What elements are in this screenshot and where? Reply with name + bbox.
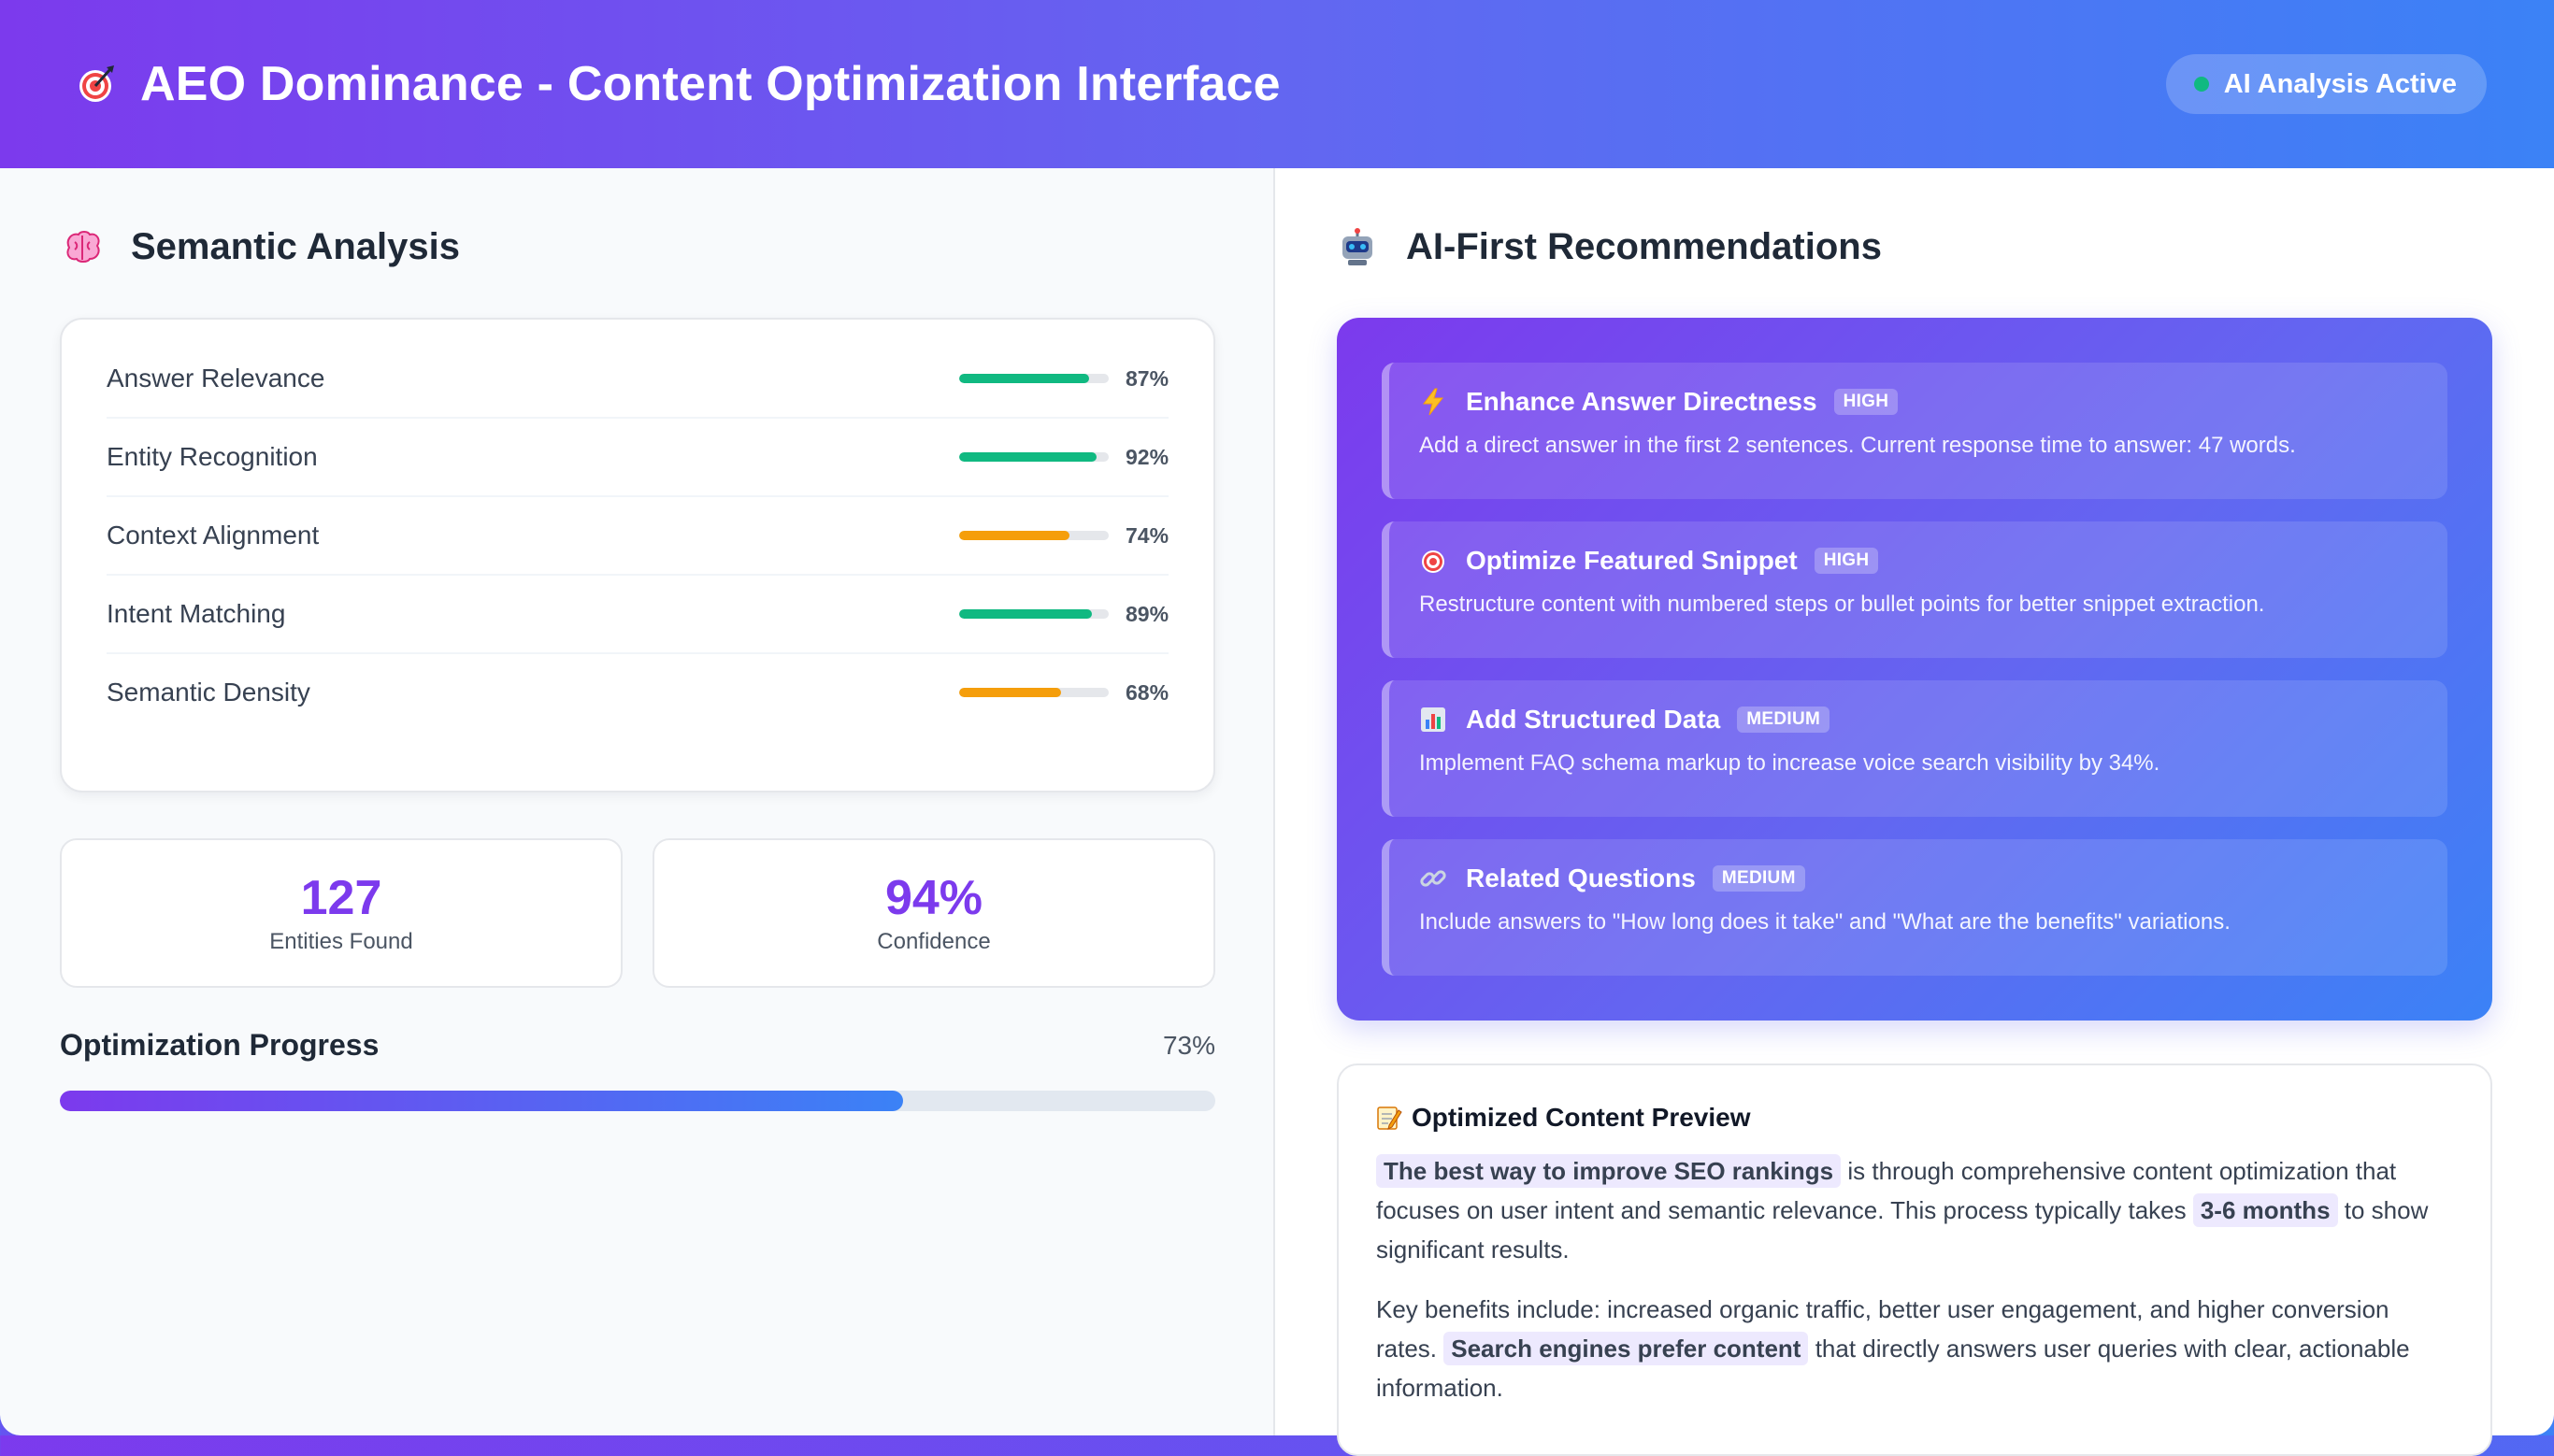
recommendations-title: AI-First Recommendations [1406, 226, 1882, 267]
progress-title: Optimization Progress [60, 1028, 380, 1062]
status-badge: AI Analysis Active [2165, 54, 2487, 114]
link-icon [1419, 864, 1447, 892]
preview-text: that directly answers user queries with … [1376, 1335, 2410, 1402]
stat-label: Entities Found [269, 929, 413, 954]
recommendation-title: Related Questions [1466, 864, 1696, 892]
brain-icon [62, 227, 103, 268]
memo-icon [1376, 1105, 1402, 1131]
metric-bar [959, 452, 1109, 462]
metric-label: Entity Recognition [107, 442, 318, 471]
semantic-analysis-panel: Semantic Analysis Answer Relevance 87% Ent… [0, 168, 1275, 1435]
metric-label: Intent Matching [107, 599, 286, 628]
metric-value: 89% [1126, 601, 1169, 626]
metric-bar-fill [959, 531, 1070, 540]
header-bar: AEO Dominance - Content Optimization Int… [0, 0, 2554, 168]
priority-badge: MEDIUM [1712, 865, 1805, 892]
recommendation-card[interactable]: Optimize Featured Snippet HIGH Restructu… [1382, 521, 2447, 658]
metric-row: Intent Matching 89% [107, 576, 1169, 654]
semantic-analysis-heading: Semantic Analysis [62, 226, 460, 268]
metric-score-group: 74% [959, 523, 1169, 549]
target-icon [75, 64, 116, 105]
stat-card-confidence: 94% Confidence [653, 838, 1215, 988]
priority-badge: HIGH [1833, 389, 1899, 415]
recommendations-heading: AI-First Recommendations [1337, 226, 1882, 268]
preview-paragraph-1: The best way to improve SEO rankings is … [1376, 1151, 2453, 1269]
metric-label: Context Alignment [107, 521, 320, 550]
metric-row: Answer Relevance 87% [107, 340, 1169, 419]
recommendation-card[interactable]: Add Structured Data MEDIUM Implement FAQ… [1382, 680, 2447, 817]
recommendations-panel: AI-First Recommendations Enhance Answer … [1275, 168, 2554, 1456]
recommendation-title: Optimize Featured Snippet [1466, 546, 1798, 575]
metric-bar [959, 531, 1109, 540]
metric-bar-fill [959, 374, 1090, 383]
recommendation-description: Add a direct answer in the first 2 sente… [1419, 433, 2296, 458]
recommendation-card[interactable]: Enhance Answer Directness HIGH Add a dir… [1382, 363, 2447, 499]
bar-chart-icon [1419, 706, 1447, 734]
highlight: Search engines prefer content [1443, 1332, 1809, 1365]
recommendations-list: Enhance Answer Directness HIGH Add a dir… [1337, 318, 2492, 1021]
metric-bar [959, 374, 1109, 383]
metric-label: Answer Relevance [107, 364, 325, 393]
metric-bar-fill [959, 688, 1061, 697]
preview-heading: Optimized Content Preview [1376, 1103, 2453, 1133]
metric-score-group: 89% [959, 602, 1169, 627]
preview-title: Optimized Content Preview [1412, 1103, 1751, 1132]
preview-text: is through comprehensive content optimiz… [1376, 1157, 2397, 1224]
header-title-group: AEO Dominance - Content Optimization Int… [75, 56, 1281, 112]
metric-bar-fill [959, 609, 1093, 619]
highlight: The best way to improve SEO rankings [1376, 1154, 1842, 1188]
page-title: AEO Dominance - Content Optimization Int… [140, 57, 1281, 111]
preview-text: Key benefits include: increased organic … [1376, 1295, 2389, 1363]
metric-value: 92% [1126, 444, 1169, 469]
status-dot-icon [2193, 77, 2209, 92]
highlight: 3-6 months [2192, 1193, 2338, 1227]
recommendation-title: Add Structured Data [1466, 705, 1721, 734]
preview-paragraph-2: Key benefits include: increased organic … [1376, 1290, 2453, 1407]
robot-icon [1337, 227, 1378, 268]
lightning-icon [1419, 388, 1447, 416]
stat-label: Confidence [877, 929, 991, 954]
recommendation-description: Restructure content with numbered steps … [1419, 592, 2265, 617]
metric-score-group: 92% [959, 445, 1169, 470]
priority-badge: HIGH [1814, 548, 1879, 574]
preview-text: to show significant results. [1376, 1196, 2429, 1263]
content-preview-card: Optimized Content Preview The best way t… [1337, 1063, 2492, 1456]
progress-value: 73% [1162, 1030, 1215, 1060]
priority-badge: MEDIUM [1737, 707, 1830, 733]
semantic-analysis-title: Semantic Analysis [131, 226, 461, 267]
metric-value: 74% [1126, 522, 1169, 548]
metric-row: Semantic Density 68% [107, 654, 1169, 731]
target-icon [1419, 547, 1447, 575]
optimization-progress-bar [60, 1091, 1215, 1111]
metric-row: Context Alignment 74% [107, 497, 1169, 576]
metric-bar [959, 688, 1109, 697]
metrics-card: Answer Relevance 87% Entity Recognition 92%… [60, 318, 1215, 792]
metric-label: Semantic Density [107, 678, 310, 707]
metric-score-group: 68% [959, 680, 1169, 706]
stat-value: 94% [884, 871, 983, 925]
metric-score-group: 87% [959, 366, 1169, 392]
recommendation-title: Enhance Answer Directness [1466, 387, 1817, 416]
recommendation-card[interactable]: Related Questions MEDIUM Include answers… [1382, 839, 2447, 976]
metric-value: 87% [1126, 365, 1169, 391]
stat-card-entities: 127 Entities Found [60, 838, 623, 988]
metric-bar-fill [959, 452, 1098, 462]
recommendation-description: Implement FAQ schema markup to increase … [1419, 750, 2160, 776]
metric-value: 68% [1126, 679, 1169, 705]
metric-row: Entity Recognition 92% [107, 419, 1169, 497]
metric-bar [959, 609, 1109, 619]
progress-fill [60, 1091, 904, 1111]
stat-value: 127 [300, 871, 382, 925]
recommendation-description: Include answers to "How long does it tak… [1419, 909, 2231, 935]
status-label: AI Analysis Active [2223, 68, 2457, 99]
progress-header: Optimization Progress 73% [60, 1028, 1215, 1063]
